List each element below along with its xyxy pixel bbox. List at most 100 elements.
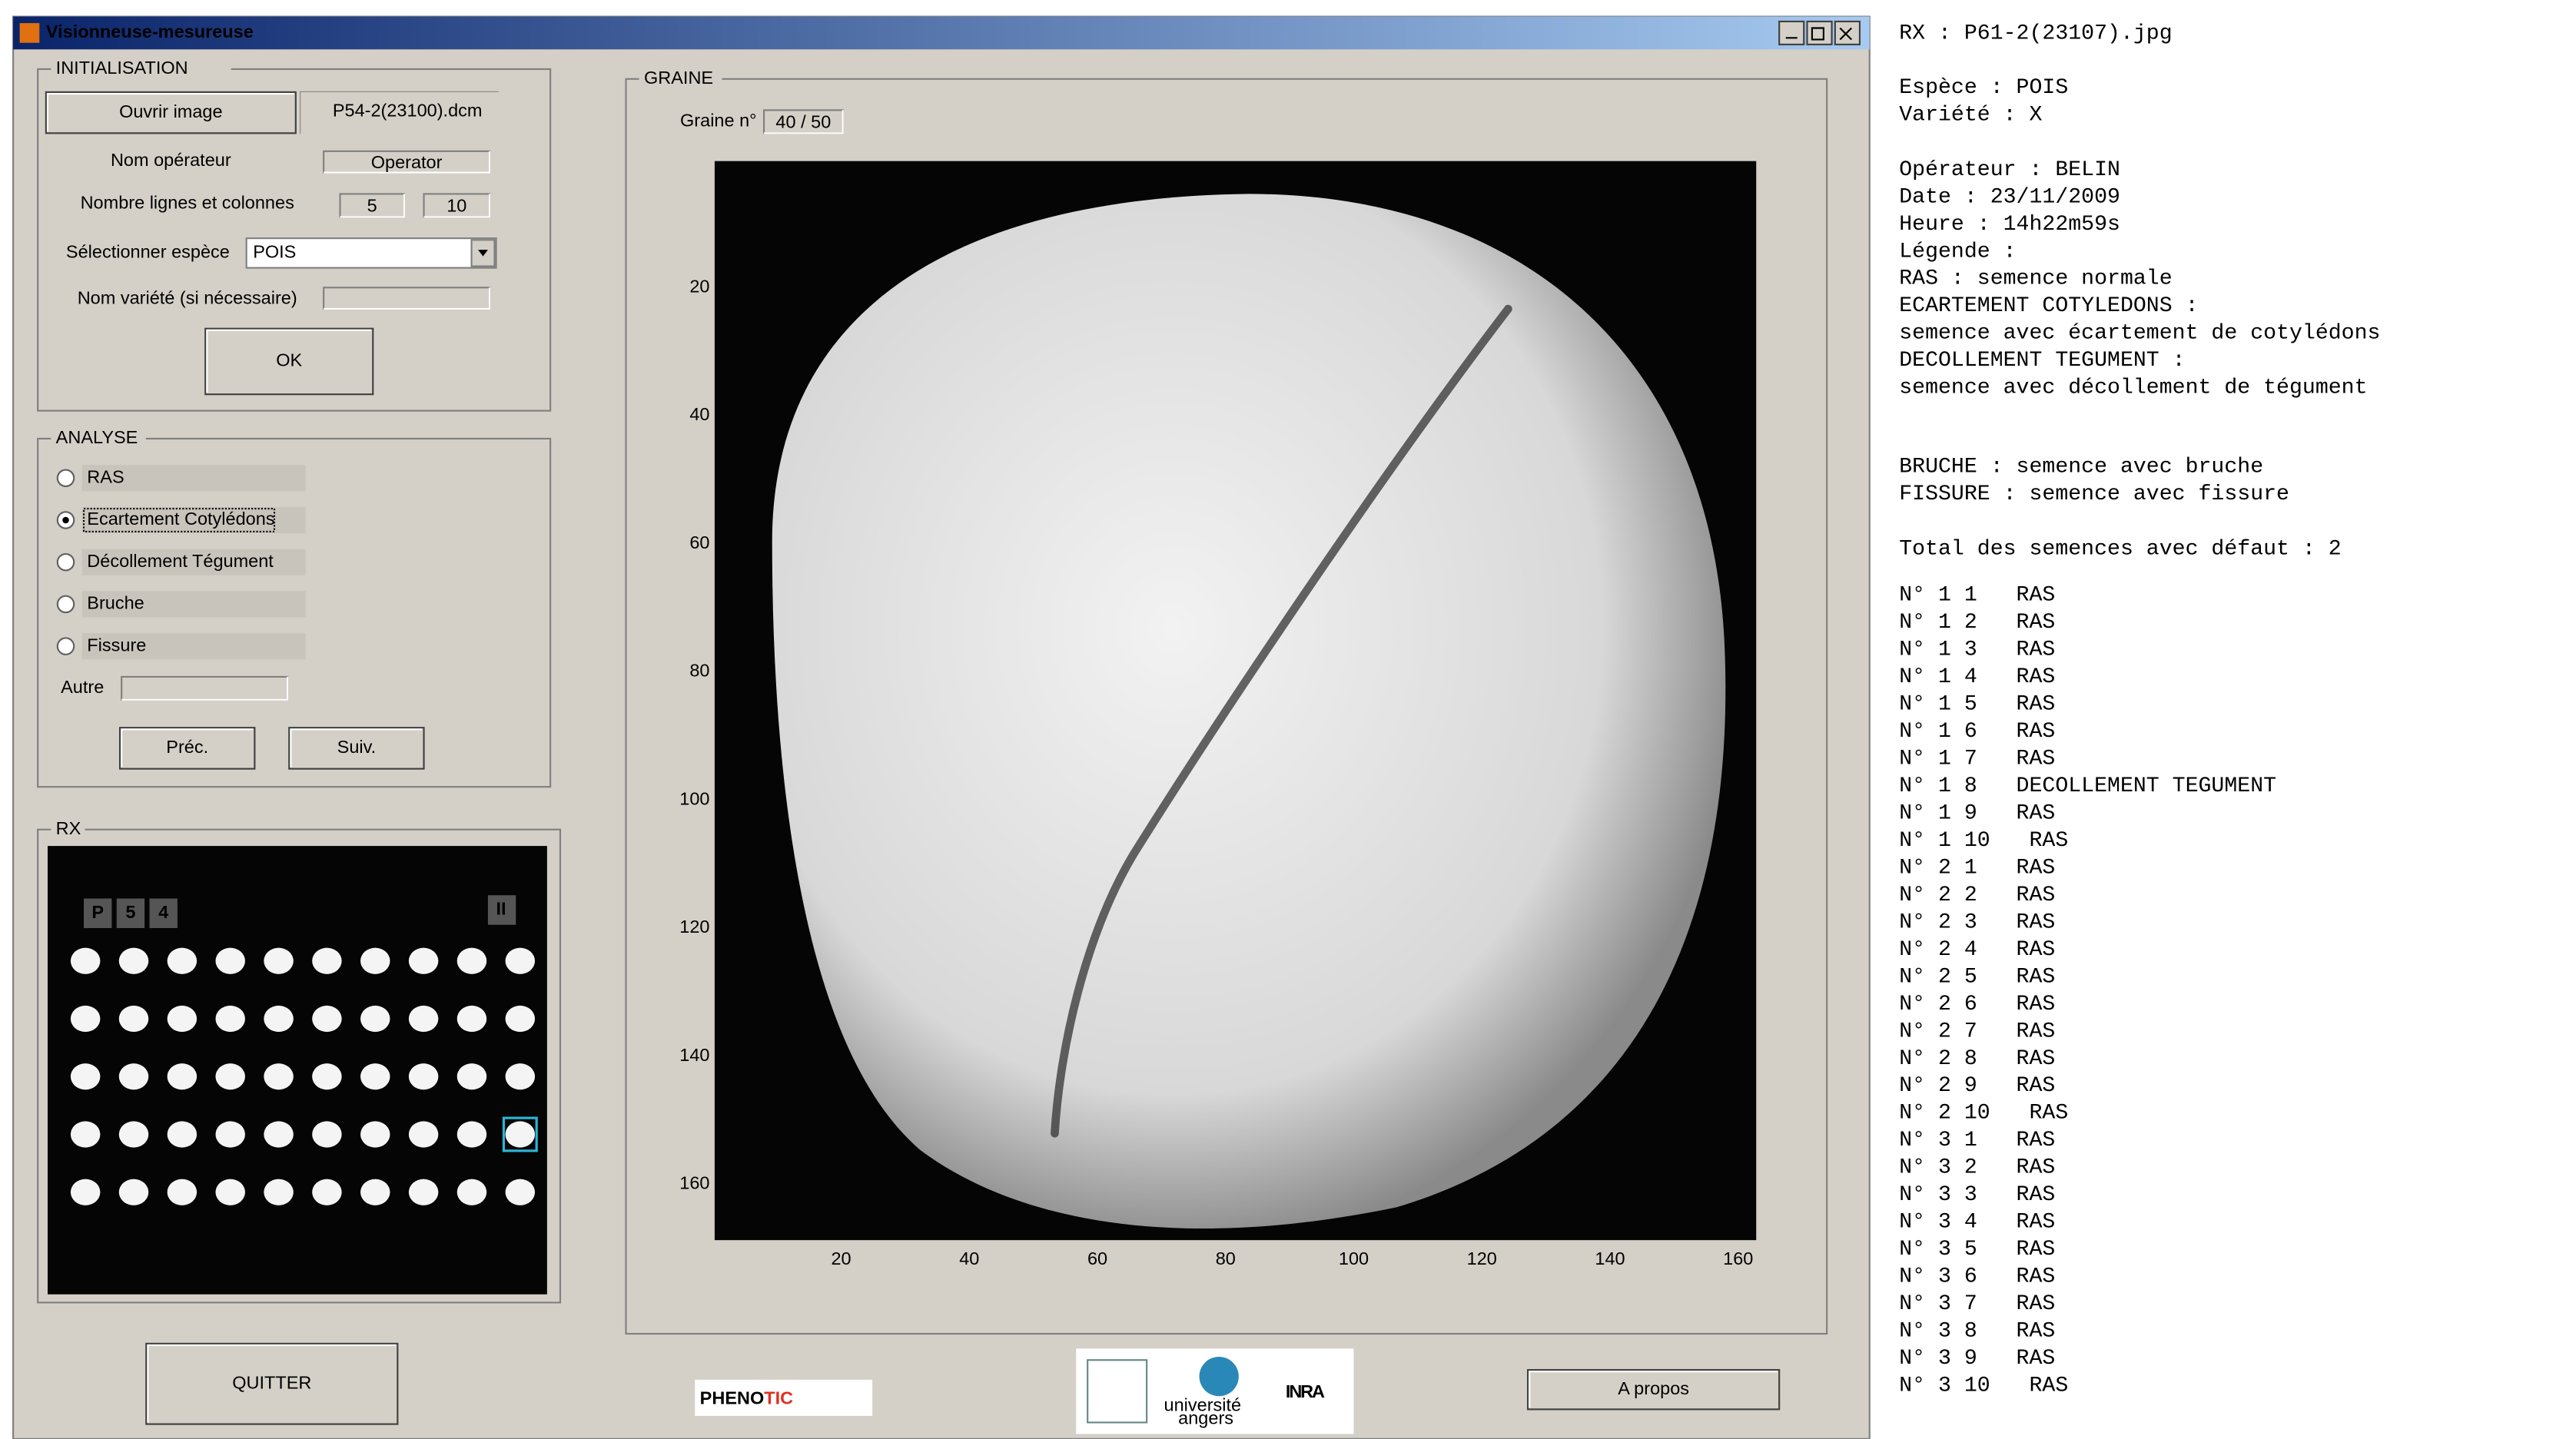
rx-seed: [360, 948, 390, 974]
label: Nom opérateur: [111, 150, 231, 170]
rx-seed: [71, 948, 100, 974]
rx-seed: [168, 1121, 197, 1147]
ok-button-label[interactable]: OK: [276, 350, 302, 370]
rx-seed: [215, 1006, 244, 1032]
rx-seed: [457, 1063, 486, 1089]
seed: [772, 194, 1726, 1228]
report-line: Opérateur : BELIN: [1899, 158, 2120, 182]
rx-seed: [215, 948, 244, 974]
report-line: N° 2 9 RAS: [1899, 1074, 2055, 1098]
rx-seed: [168, 1006, 197, 1032]
window-min-button[interactable]: [1779, 22, 1804, 45]
option-label[interactable]: RAS: [87, 466, 124, 486]
variety-field: [324, 287, 490, 309]
rx-seed: [71, 1006, 100, 1032]
radio-button[interactable]: [58, 554, 74, 570]
rx-seed: [457, 1121, 486, 1147]
rx-seed: [409, 1006, 438, 1032]
report-line: N° 1 5 RAS: [1899, 692, 2055, 716]
species-value[interactable]: POIS: [253, 242, 296, 262]
report-line: N° 3 2 RAS: [1899, 1156, 2055, 1180]
label: INRA: [1286, 1381, 1325, 1401]
report-line: N° 2 7 RAS: [1899, 1020, 2055, 1043]
report-line: N° 2 10 RAS: [1899, 1102, 2068, 1126]
rx-seed: [119, 1006, 148, 1032]
label: angers: [1178, 1408, 1233, 1427]
rx-seed: [409, 1179, 438, 1205]
option-label[interactable]: Décollement Tégument: [87, 551, 274, 571]
rx-seed: [168, 1063, 197, 1089]
option-label[interactable]: Ecartement Cotylédons: [87, 509, 274, 529]
report-line: N° 3 3 RAS: [1899, 1183, 2055, 1207]
window-title: Visionneuse-mesureuse: [46, 22, 254, 41]
next-button-label[interactable]: Suiv.: [337, 737, 377, 757]
report-line: Total des semences avec défaut : 2: [1899, 538, 2341, 562]
report-line: RAS : semence normale: [1899, 267, 2172, 291]
radio-button[interactable]: [58, 596, 74, 612]
report-line: N° 3 9 RAS: [1899, 1347, 2055, 1371]
counter-field-text: 40 / 50: [775, 112, 831, 132]
report-line: N° 2 5 RAS: [1899, 965, 2055, 989]
rx-seed: [457, 948, 486, 974]
rx-seed: [119, 1179, 148, 1205]
report-line: N° 2 2 RAS: [1899, 884, 2055, 907]
option-label[interactable]: Bruche: [87, 593, 144, 613]
about-button-label[interactable]: A propos: [1618, 1378, 1689, 1398]
radio-button[interactable]: [58, 470, 74, 486]
report-line: Variété : X: [1899, 103, 2042, 127]
rows-field-text: 5: [367, 196, 377, 216]
y-tick-label: 20: [689, 276, 709, 296]
analyse-group-legend: ANALYSE: [56, 427, 138, 447]
report-line: Légende :: [1899, 240, 2016, 264]
rx-seed: [119, 1063, 148, 1089]
x-tick-label: 100: [1339, 1248, 1369, 1268]
report-line: ECARTEMENT COTYLEDONS :: [1899, 294, 2198, 318]
init-group-legend: INITIALISATION: [56, 58, 188, 78]
app-icon: [20, 23, 40, 43]
report-line: N° 1 3 RAS: [1899, 638, 2055, 661]
rx-seed: [360, 1063, 390, 1089]
y-tick-label: 160: [679, 1173, 709, 1193]
window-max-button[interactable]: [1808, 22, 1832, 45]
rx-seed: [264, 948, 293, 974]
x-tick-label: 20: [831, 1248, 851, 1268]
logo-accent: TIC: [764, 1388, 793, 1408]
rx-seed: [168, 948, 197, 974]
label: Graine n°: [680, 111, 757, 131]
rx-seed: [312, 948, 341, 974]
label: Nombre lignes et colonnes: [81, 192, 294, 212]
report-line: N° 1 9 RAS: [1899, 801, 2055, 825]
radio-dot: [62, 517, 69, 524]
logo-part: PHENO: [700, 1388, 765, 1408]
rx-seed: [409, 1063, 438, 1089]
report-line: RX : P61-2(23107).jpg: [1899, 22, 2172, 45]
rx-tag-text: P: [91, 902, 104, 922]
report-line: N° 3 5 RAS: [1899, 1238, 2055, 1262]
report-line: N° 1 2 RAS: [1899, 611, 2055, 635]
rx-group-legend: RX: [56, 818, 81, 838]
rx-seed: [506, 1063, 535, 1089]
rx-seed: [71, 1121, 100, 1147]
x-tick-label: 120: [1467, 1248, 1497, 1268]
label: Nom variété (si nécessaire): [78, 287, 297, 307]
prev-button-label[interactable]: Préc.: [166, 737, 208, 757]
operator-field-text: Operator: [371, 152, 443, 172]
rx-seed: [71, 1063, 100, 1089]
rx-tag-text: 5: [125, 902, 135, 922]
title-bar: [13, 17, 1870, 50]
rx-seed: [215, 1179, 244, 1205]
report-line: N° 1 4 RAS: [1899, 665, 2055, 689]
x-tick-label: 40: [959, 1248, 979, 1268]
y-tick-label: 80: [689, 661, 709, 681]
option-label[interactable]: Fissure: [87, 635, 146, 655]
rx-seed: [264, 1179, 293, 1205]
report-line: N° 1 6 RAS: [1899, 720, 2055, 744]
report-line: N° 1 7 RAS: [1899, 747, 2055, 771]
report-line: N° 3 1 RAS: [1899, 1129, 2055, 1152]
radio-button[interactable]: [58, 638, 74, 654]
other-field: [121, 677, 287, 700]
rx-seed: [264, 1006, 293, 1032]
label: Autre: [61, 677, 104, 697]
open-image-button-label[interactable]: Ouvrir image: [119, 101, 223, 121]
quit-button-label[interactable]: QUITTER: [232, 1372, 311, 1392]
